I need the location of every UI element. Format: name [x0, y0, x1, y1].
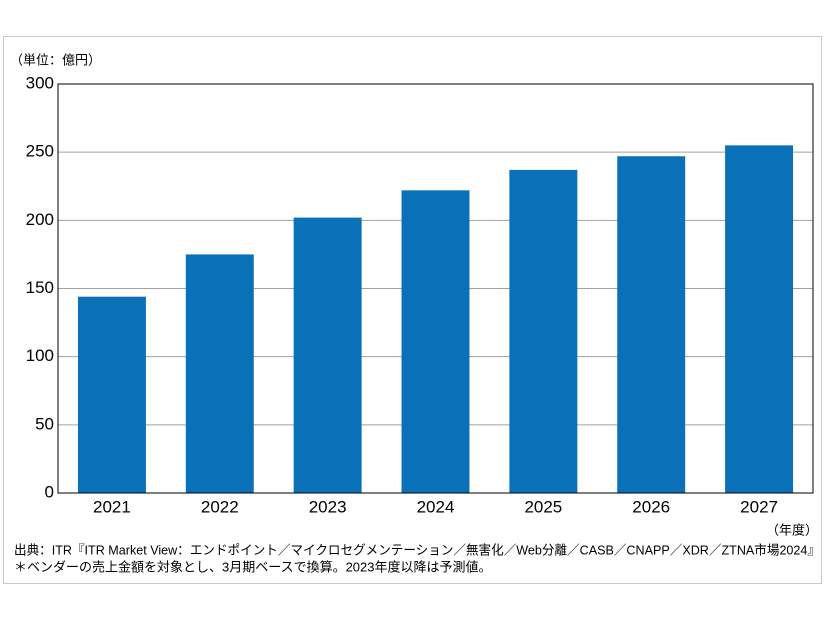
- x-tick-label: 2027: [740, 497, 778, 516]
- source-note: 出典：ITR『ITR Market View：エンドポイント／マイクロセグメンテ…: [14, 542, 820, 557]
- y-tick-label: 100: [26, 346, 54, 365]
- x-unit: （年度）: [766, 522, 818, 537]
- y-tick-label: 150: [26, 278, 54, 297]
- x-tick-label: 2023: [309, 497, 347, 516]
- frame: [3, 36, 822, 584]
- y-tick-label: 0: [45, 482, 54, 501]
- x-tick-label: 2021: [93, 497, 131, 516]
- y-tick-label: 50: [35, 414, 54, 433]
- bar: [725, 145, 794, 493]
- bar: [185, 254, 254, 493]
- x-tick-label: 2024: [417, 497, 455, 516]
- footnote: ＊ベンダーの売上金額を対象とし、3月期ベースで換算。2023年度以降は予測値。: [14, 559, 492, 574]
- y-unit: （単位：億円）: [10, 52, 101, 67]
- plot-border: [57, 83, 814, 494]
- bar: [401, 190, 470, 493]
- y-tick-label: 200: [26, 210, 54, 229]
- bar: [293, 217, 362, 493]
- x-tick-label: 2025: [524, 497, 562, 516]
- bar: [617, 156, 686, 494]
- y-tick-label: 300: [26, 73, 54, 92]
- y-tick-label: 250: [26, 142, 54, 161]
- bar: [509, 169, 578, 493]
- bar: [77, 296, 146, 493]
- x-tick-label: 2022: [201, 497, 239, 516]
- x-tick-label: 2026: [632, 497, 670, 516]
